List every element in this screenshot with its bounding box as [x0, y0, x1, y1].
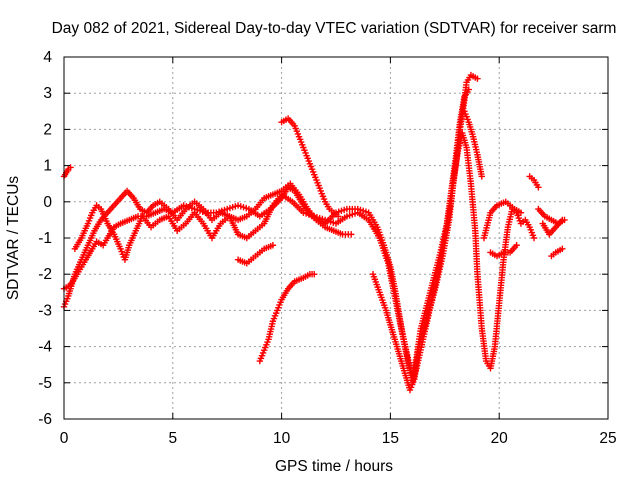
- data-points: [60, 71, 568, 394]
- series-trace-10: [480, 198, 525, 242]
- x-tick-label: 0: [60, 430, 69, 447]
- x-axis-label: GPS time / hours: [275, 458, 393, 475]
- data-point-marker: [513, 242, 520, 249]
- data-point-marker: [559, 245, 566, 253]
- data-point-marker: [334, 213, 342, 220]
- series-trace-12: [526, 173, 542, 191]
- data-point-marker: [67, 164, 74, 171]
- y-tick-label: -1: [38, 230, 52, 247]
- x-tick-label: 25: [599, 430, 616, 447]
- x-tick-label: 20: [491, 430, 509, 447]
- y-axis-label: SDTVAR / TECUs: [5, 176, 22, 301]
- x-tick-label: 5: [168, 430, 177, 447]
- y-tick-label: -5: [38, 375, 52, 392]
- y-tick-label: 2: [43, 121, 52, 138]
- grid-lines: [64, 57, 608, 419]
- series-trace-9: [461, 108, 485, 180]
- series-trace-7: [256, 271, 318, 365]
- y-tick-label: -4: [38, 339, 52, 356]
- series-trace-5: [369, 71, 481, 394]
- data-point-marker: [311, 271, 318, 278]
- data-point-marker: [348, 231, 355, 238]
- y-tick-label: -6: [38, 411, 52, 428]
- y-tick-label: 3: [43, 85, 52, 102]
- y-tick-label: -2: [38, 266, 52, 283]
- data-point-marker: [559, 216, 566, 224]
- series-trace-15: [548, 245, 566, 260]
- data-point-marker: [474, 75, 481, 82]
- x-tick-label: 15: [382, 430, 399, 447]
- data-point-marker: [530, 234, 538, 242]
- y-tick-label: -3: [38, 302, 52, 319]
- y-tick-label: 0: [43, 194, 52, 211]
- data-point-marker: [535, 184, 542, 191]
- y-tick-label: 1: [43, 158, 52, 175]
- series-trace-6: [234, 242, 277, 267]
- data-point-marker: [269, 242, 277, 249]
- chart-title: Day 082 of 2021, Sidereal Day-to-day VTE…: [52, 20, 617, 37]
- series-trace-11: [487, 242, 520, 260]
- axis-ticks: 0 5 10 15 20 25 -6 -5 -4 -3 -2 -1 0 1 2 3 4: [38, 49, 616, 447]
- data-point-marker: [478, 173, 485, 180]
- series-trace-8: [278, 115, 342, 220]
- x-tick-label: 10: [273, 430, 291, 447]
- series-trace-4: [71, 129, 538, 386]
- series-trace-14: [539, 216, 566, 238]
- data-point-marker: [517, 209, 525, 216]
- y-tick-label: 4: [43, 49, 52, 66]
